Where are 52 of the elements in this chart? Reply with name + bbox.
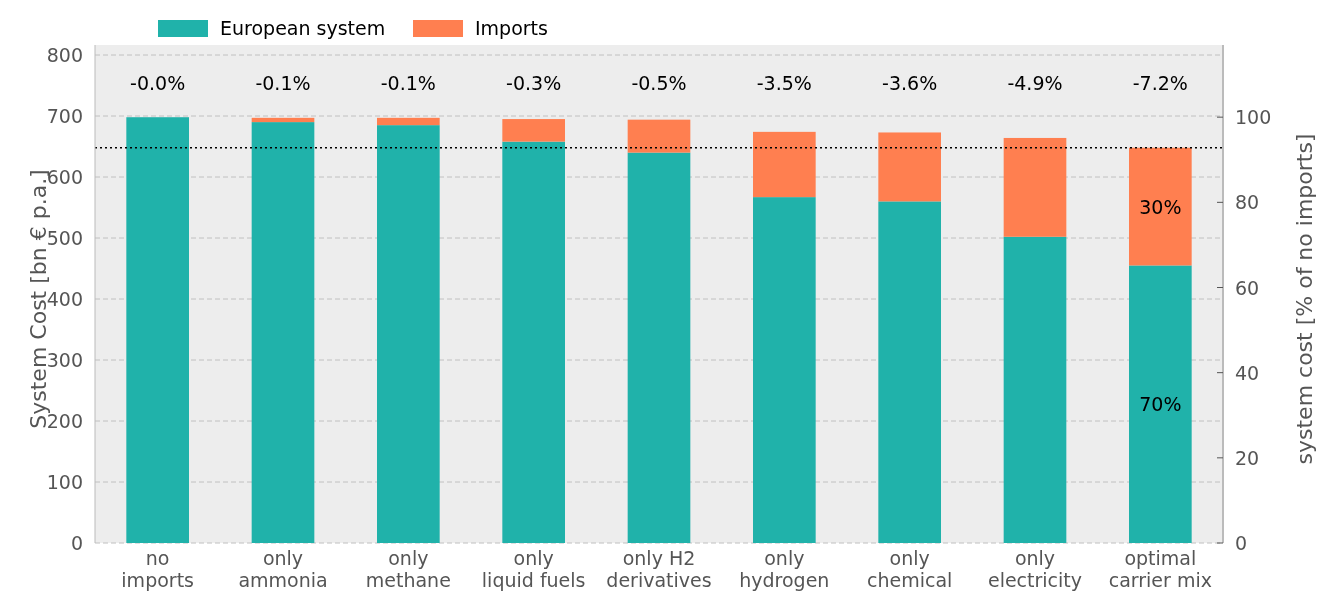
annotation: -0.3%	[506, 72, 562, 94]
y2-tick-label: 40	[1235, 361, 1260, 384]
y-tick-label: 800	[46, 44, 83, 66]
y-tick-label: 100	[46, 471, 83, 493]
x-tick-label: only hydrogen	[739, 547, 830, 591]
bar	[1129, 265, 1192, 543]
bar	[251, 122, 315, 543]
bar	[753, 197, 816, 543]
bar	[1129, 147, 1192, 266]
y2-tick-label: 80	[1235, 191, 1260, 214]
bar	[627, 119, 691, 153]
x-tick-label: only liquid fuels	[481, 547, 586, 591]
x-tick-label: only methane	[365, 547, 451, 591]
annotation: -4.9%	[1007, 72, 1063, 94]
bar	[502, 141, 565, 543]
bar	[126, 117, 189, 543]
y-tick-label: 300	[46, 349, 83, 371]
y2-tick-label: 0	[1235, 532, 1248, 554]
bar	[627, 152, 691, 543]
bar	[1003, 137, 1067, 237]
y2-tick-label: 100	[1235, 106, 1272, 129]
y2-axis-title: system cost [% of no imports]	[1291, 133, 1317, 465]
x-tick-label: no imports	[121, 547, 194, 591]
annotation: -0.5%	[631, 72, 687, 94]
y-tick-label: 0	[70, 532, 83, 554]
annotation: 30%	[1139, 195, 1182, 218]
annotation: -0.1%	[255, 72, 311, 94]
bar	[502, 119, 565, 142]
bar	[878, 201, 941, 543]
bar	[377, 125, 440, 543]
x-tick-label: only H2 derivatives	[606, 547, 712, 591]
annotation: -0.0%	[130, 72, 186, 94]
x-tick-label: optimal carrier mix	[1108, 547, 1212, 591]
y2-tick-label: 60	[1235, 276, 1260, 299]
bar	[1003, 236, 1067, 543]
x-tick-label: only ammonia	[238, 547, 328, 591]
bar	[878, 132, 941, 202]
legend-label: Imports	[475, 17, 548, 39]
annotation: -3.5%	[756, 72, 812, 94]
x-tick-label: only electricity	[987, 547, 1083, 591]
legend-label: European system	[220, 17, 386, 39]
y2-tick-label: 20	[1235, 446, 1260, 469]
bar	[251, 117, 315, 123]
y-tick-label: 700	[46, 105, 83, 127]
annotation: 70%	[1139, 393, 1182, 416]
annotation: -0.1%	[380, 72, 436, 94]
bar	[377, 117, 440, 126]
annotation: -7.2%	[1132, 72, 1188, 94]
bar	[753, 131, 816, 198]
annotation: -3.6%	[882, 72, 938, 94]
x-tick-label: only chemical	[866, 547, 953, 591]
y-tick-label: 500	[46, 227, 83, 249]
